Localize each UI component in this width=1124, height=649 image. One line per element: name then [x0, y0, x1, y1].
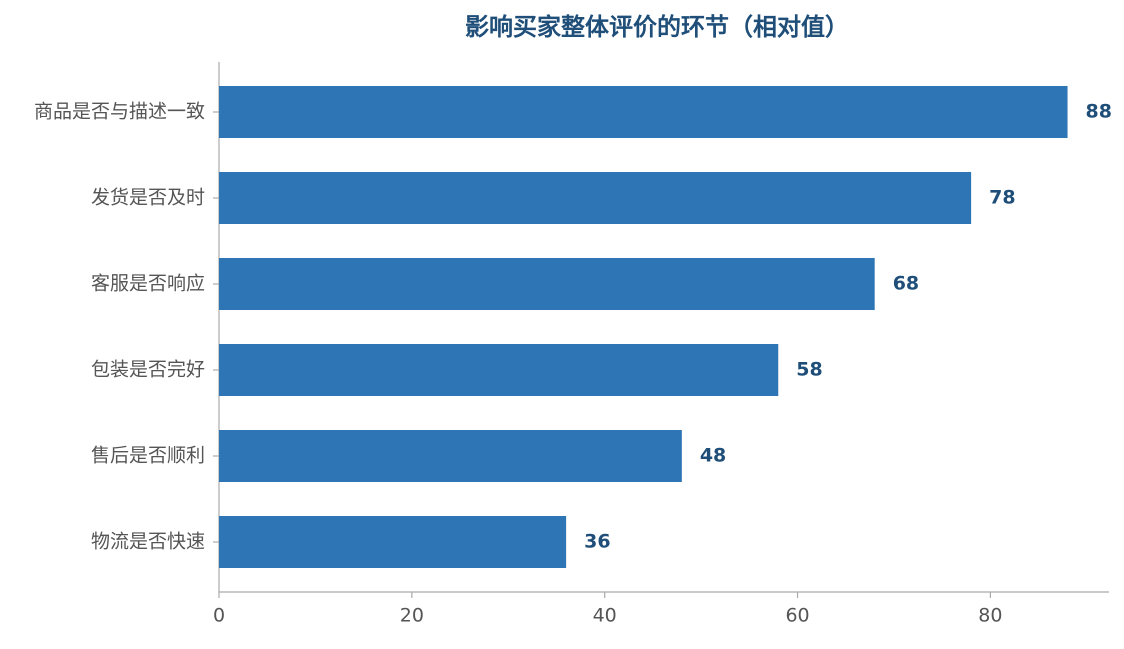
bar	[219, 86, 1068, 138]
x-tick-label: 40	[593, 605, 617, 627]
x-tick-label: 0	[213, 605, 225, 627]
data-label: 58	[796, 359, 822, 381]
data-label: 36	[584, 531, 610, 553]
bar	[219, 258, 875, 310]
x-tick-label: 60	[785, 605, 809, 627]
x-tick-label: 80	[978, 605, 1002, 627]
y-tick-label: 发货是否及时	[91, 187, 205, 209]
y-tick-label: 包装是否完好	[91, 359, 205, 381]
y-tick-label: 物流是否快速	[91, 531, 205, 553]
data-label: 68	[893, 273, 919, 295]
data-label: 88	[1086, 101, 1112, 123]
y-tick-label: 售后是否顺利	[91, 445, 205, 467]
bar	[219, 344, 779, 396]
y-tick-label: 商品是否与描述一致	[34, 101, 205, 123]
bar	[219, 172, 972, 224]
chart-title: 影响买家整体评价的环节（相对值）	[465, 13, 849, 41]
x-tick-label: 20	[400, 605, 424, 627]
bar	[219, 430, 682, 482]
data-label: 48	[700, 445, 726, 467]
data-label: 78	[989, 187, 1015, 209]
bar	[219, 516, 567, 568]
y-tick-label: 客服是否响应	[91, 273, 205, 295]
